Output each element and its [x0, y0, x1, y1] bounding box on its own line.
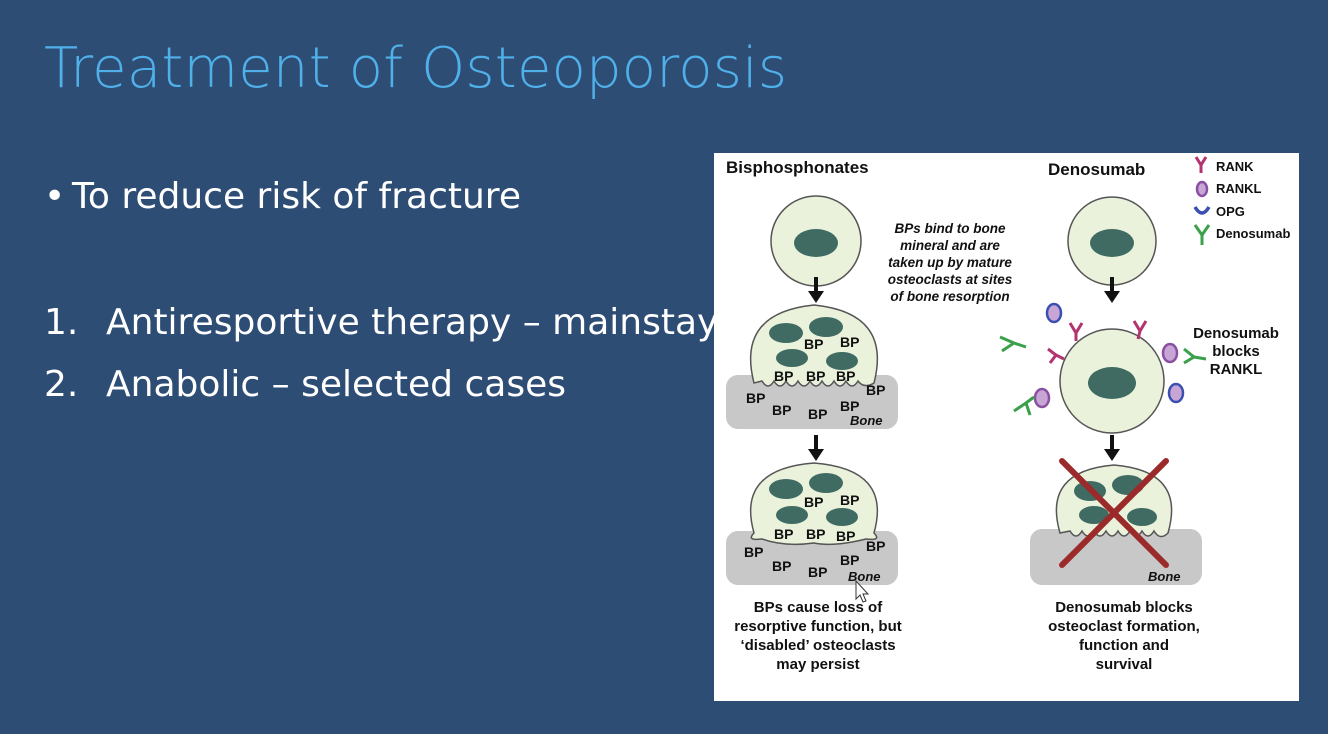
svg-text:BP: BP [806, 368, 825, 384]
list-number: 1. [44, 302, 79, 343]
svg-text:osteoclast formation,: osteoclast formation, [1048, 618, 1200, 635]
bp-labels-bottom: BP BP BP BP BP BP BP BP BP BP [744, 492, 885, 580]
svg-text:BP: BP [866, 538, 885, 554]
bp-binding-note: BPs bind to bone mineral and are taken u… [888, 221, 1013, 304]
svg-text:BP: BP [840, 334, 859, 350]
list-number: 2. [44, 364, 79, 405]
rank-receptors [1047, 320, 1148, 364]
legend-rankl: RANKL [1216, 181, 1262, 196]
list-text: Antiresportive therapy – mainstay [106, 302, 719, 343]
svg-text:taken up by mature: taken up by mature [888, 255, 1012, 270]
rankl-molecules [1033, 302, 1185, 409]
denosumab-antibodies [999, 335, 1207, 416]
svg-text:BP: BP [804, 336, 823, 352]
bp-labels-top: BP BP BP BP BP BP BP BP BP BP [746, 334, 885, 422]
svg-text:resorptive function, but: resorptive function, but [734, 618, 902, 635]
svg-text:BP: BP [746, 390, 765, 406]
svg-text:BP: BP [774, 368, 793, 384]
list-text: Anabolic – selected cases [106, 364, 566, 405]
svg-text:BP: BP [804, 494, 823, 510]
svg-text:of bone resorption: of bone resorption [890, 289, 1009, 304]
opg-icon [1193, 206, 1211, 215]
slide-title: Treatment of Osteoporosis [44, 36, 788, 101]
rankl-icon [1195, 180, 1209, 198]
svg-text:osteoclasts at sites: osteoclasts at sites [888, 272, 1013, 287]
bone-label: Bone [848, 569, 881, 584]
denosumab-heading: Denosumab [1048, 160, 1145, 179]
bisphosphonates-heading: Bisphosphonates [726, 158, 869, 177]
list-item: 2. Anabolic – selected cases [44, 364, 718, 426]
svg-text:Denosumab blocks: Denosumab blocks [1055, 599, 1193, 616]
bullet-dot: • [44, 176, 66, 217]
bone-block [726, 531, 898, 585]
svg-text:BP: BP [744, 544, 763, 560]
bone-block [726, 375, 898, 429]
svg-text:BP: BP [774, 526, 793, 542]
svg-text:BP: BP [772, 558, 791, 574]
down-arrow-icon [1104, 277, 1120, 303]
legend-opg: OPG [1216, 204, 1245, 219]
bp-caption: BPs cause loss of resorptive function, b… [734, 599, 902, 673]
svg-text:BPs cause loss of: BPs cause loss of [754, 599, 883, 616]
denosumab-caption: Denosumab blocks osteoclast formation, f… [1048, 599, 1200, 673]
down-arrow-icon [808, 277, 824, 303]
svg-text:survival: survival [1096, 656, 1153, 673]
bullet-text: To reduce risk of fracture [72, 176, 521, 217]
svg-text:may persist: may persist [776, 656, 859, 673]
list-item: 1. Antiresportive therapy – mainstay [44, 302, 718, 364]
svg-text:BP: BP [836, 528, 855, 544]
rank-icon [1194, 156, 1208, 173]
svg-text:mineral and are: mineral and are [900, 238, 1000, 253]
svg-text:BP: BP [840, 492, 859, 508]
svg-text:BP: BP [808, 406, 827, 422]
legend-denosumab: Denosumab [1216, 226, 1290, 241]
svg-text:RANKL: RANKL [1210, 361, 1263, 378]
mechanism-figure: Bisphosphonates Denosumab RANK RANKL OPG… [714, 153, 1299, 701]
svg-text:BP: BP [840, 552, 859, 568]
numbered-list: 1. Antiresportive therapy – mainstay 2. An… [44, 302, 718, 426]
mechanism-diagram: Bisphosphonates Denosumab RANK RANKL OPG… [726, 156, 1290, 673]
denosumab-blocks-note: Denosumab blocks RANKL [1193, 325, 1279, 378]
svg-text:BP: BP [836, 368, 855, 384]
svg-text:BP: BP [806, 526, 825, 542]
bullet-point: • To reduce risk of fracture [44, 176, 521, 217]
svg-text:BP: BP [808, 564, 827, 580]
bone-block [1030, 529, 1202, 585]
nucleus [794, 229, 838, 257]
svg-text:BPs bind to bone: BPs bind to bone [895, 221, 1006, 236]
svg-text:blocks: blocks [1212, 343, 1260, 360]
denosumab-icon [1193, 224, 1211, 245]
bone-label: Bone [850, 413, 883, 428]
bone-label: Bone [1148, 569, 1181, 584]
nucleus [1090, 229, 1134, 257]
nucleus [1088, 367, 1136, 399]
mouse-cursor-icon [855, 579, 870, 603]
legend-rank: RANK [1216, 159, 1254, 174]
svg-text:Denosumab: Denosumab [1193, 325, 1279, 342]
svg-text:function and: function and [1079, 637, 1169, 654]
svg-text:BP: BP [772, 402, 791, 418]
svg-text:BP: BP [840, 398, 859, 414]
down-arrow-icon [1104, 435, 1120, 461]
svg-text:‘disabled’ osteoclasts: ‘disabled’ osteoclasts [740, 637, 895, 654]
cross-icon [1059, 458, 1169, 568]
svg-text:BP: BP [866, 382, 885, 398]
down-arrow-icon [808, 435, 824, 461]
legend: RANK RANKL OPG Denosumab [1193, 156, 1290, 245]
